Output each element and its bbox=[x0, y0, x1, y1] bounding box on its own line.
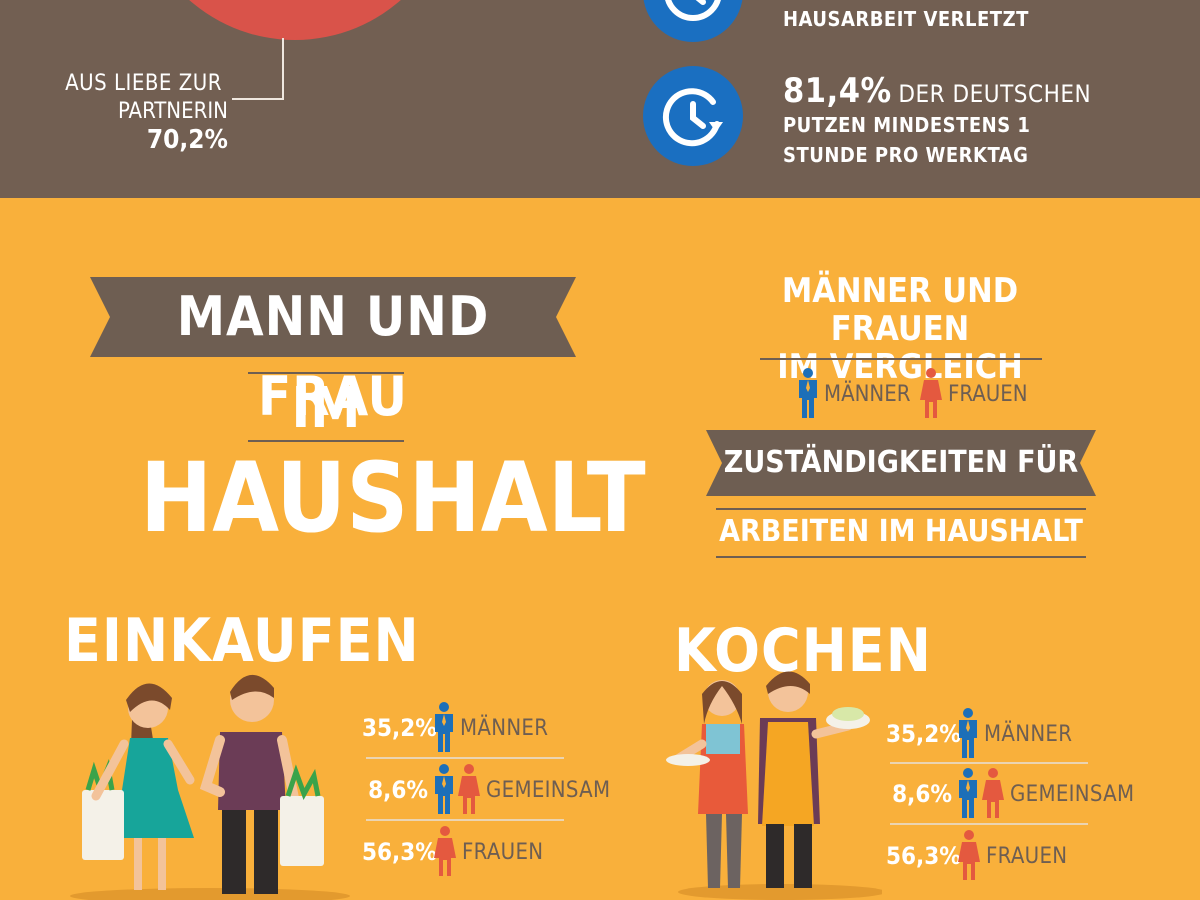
man-icon bbox=[432, 702, 456, 754]
stat-value: 56,3% bbox=[362, 838, 437, 866]
top-banner: AUS LIEBE ZUR PARTNERIN 70,2% HAUSARBEIT… bbox=[0, 0, 1200, 198]
legend-women-label: FRAUEN bbox=[948, 381, 1028, 407]
stat-shopping-women: 56,3% FRAUEN bbox=[362, 826, 543, 878]
stat-label: MÄNNER bbox=[984, 721, 1073, 747]
comparison-title-line2: IM VERGLEICH bbox=[777, 347, 1023, 387]
ribbon-notch-right bbox=[556, 277, 576, 357]
pie-caption-line2: PARTNERIN bbox=[118, 99, 228, 124]
fact2-line2: PUTZEN MINDESTENS 1 bbox=[783, 113, 1031, 137]
fact1-text: HAUSARBEIT VERLETZT bbox=[783, 4, 1029, 34]
legend-women: FRAUEN bbox=[918, 368, 1028, 420]
man-icon bbox=[956, 768, 980, 820]
fact2-line1: DER DEUTSCHEN bbox=[898, 80, 1092, 108]
divider bbox=[890, 823, 1088, 825]
stat-value: 8,6% bbox=[368, 776, 428, 804]
woman-icon bbox=[980, 768, 1006, 820]
fact2-text: 81,4% DER DEUTSCHEN PUTZEN MINDESTENS 1 … bbox=[783, 74, 1092, 170]
responsibilities-label: ZUSTÄNDIGKEITEN FÜR bbox=[722, 430, 1080, 496]
ribbon-notch-right bbox=[1080, 430, 1096, 496]
pie-chart-slice bbox=[135, 0, 455, 40]
divider bbox=[366, 757, 564, 759]
stat-value: 35,2% bbox=[886, 720, 961, 748]
headline-line2: IM bbox=[291, 376, 361, 441]
divider bbox=[248, 372, 404, 374]
comparison-title-line1: MÄNNER UND FRAUEN bbox=[781, 271, 1019, 349]
stat-cooking-men: 35,2% MÄNNER bbox=[886, 708, 1072, 760]
comparison-title: MÄNNER UND FRAUEN IM VERGLEICH bbox=[740, 272, 1060, 386]
section-title-cooking: KOCHEN bbox=[674, 616, 932, 686]
divider bbox=[716, 556, 1086, 558]
fact1-line: HAUSARBEIT VERLETZT bbox=[783, 7, 1029, 31]
headline-line3: HAUSHALT bbox=[140, 442, 646, 554]
pie-caption-line1: AUS LIEBE ZUR bbox=[65, 71, 222, 96]
stat-cooking-together: 8,6% GEMEINSAM bbox=[886, 768, 1134, 820]
stat-cooking-women: 56,3% FRAUEN bbox=[886, 830, 1067, 882]
divider bbox=[716, 508, 1086, 510]
stat-shopping-together: 8,6% GEMEINSAM bbox=[362, 764, 610, 816]
stat-label: FRAUEN bbox=[462, 839, 544, 865]
fact2-value: 81,4% bbox=[783, 71, 892, 111]
woman-icon bbox=[432, 826, 458, 878]
woman-icon bbox=[456, 764, 482, 816]
ribbon-notch-left bbox=[706, 430, 722, 496]
man-icon bbox=[796, 368, 820, 420]
pie-leader-line bbox=[282, 38, 284, 100]
stat-label: FRAUEN bbox=[986, 843, 1068, 869]
clock-icon bbox=[643, 66, 743, 166]
legend-men-label: MÄNNER bbox=[824, 381, 911, 407]
woman-icon bbox=[918, 368, 944, 420]
divider bbox=[760, 358, 1042, 360]
man-icon bbox=[432, 764, 456, 816]
pie-caption-value: 70,2% bbox=[146, 125, 228, 155]
headline-line1: MANN UND FRAU bbox=[110, 277, 556, 428]
stat-value: 8,6% bbox=[892, 780, 952, 808]
man-icon bbox=[956, 708, 980, 760]
stat-label: MÄNNER bbox=[460, 715, 549, 741]
fact2-line3: STUNDE PRO WERKTAG bbox=[783, 143, 1029, 167]
ribbon-notch-left bbox=[90, 277, 110, 357]
divider bbox=[890, 762, 1088, 764]
stat-label: GEMEINSAM bbox=[1010, 781, 1135, 807]
stat-label: GEMEINSAM bbox=[486, 777, 611, 803]
comparison-subtitle: ARBEITEN IM HAUSHALT bbox=[719, 514, 1083, 549]
divider bbox=[366, 819, 564, 821]
stat-shopping-men: 35,2% MÄNNER bbox=[362, 702, 548, 754]
divider bbox=[248, 440, 404, 442]
shopping-illustration bbox=[60, 660, 360, 900]
legend-men: MÄNNER bbox=[796, 368, 910, 420]
stat-value: 35,2% bbox=[362, 714, 437, 742]
responsibilities-ribbon: ZUSTÄNDIGKEITEN FÜR bbox=[706, 430, 1096, 496]
stat-value: 56,3% bbox=[886, 842, 961, 870]
injury-icon bbox=[643, 0, 743, 42]
section-title-shopping: EINKAUFEN bbox=[64, 606, 420, 676]
headline-ribbon: MANN UND FRAU bbox=[90, 277, 576, 428]
cooking-illustration bbox=[662, 664, 882, 900]
pie-caption: AUS LIEBE ZUR PARTNERIN 70,2% bbox=[38, 70, 228, 156]
pie-leader-line-horizontal bbox=[232, 98, 284, 100]
woman-icon bbox=[956, 830, 982, 882]
